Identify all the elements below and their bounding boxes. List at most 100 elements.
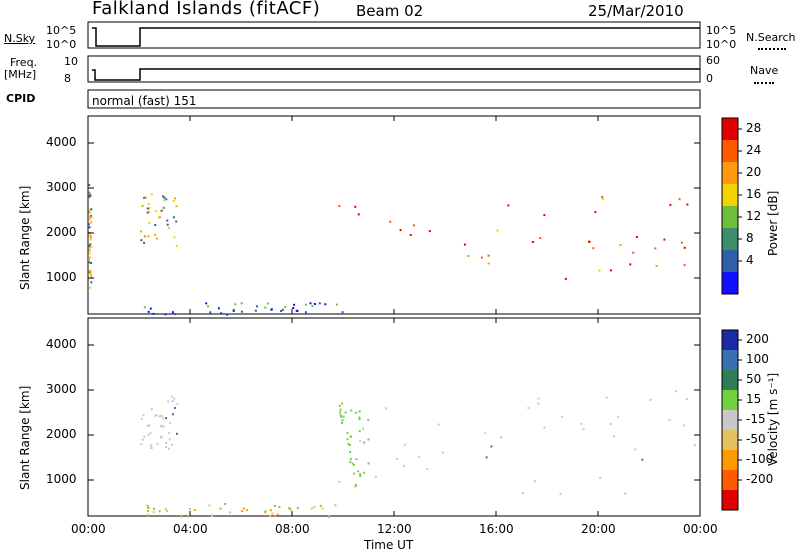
data-point (269, 514, 272, 517)
data-point (88, 249, 91, 252)
data-point (367, 462, 370, 465)
data-point (349, 460, 352, 463)
data-point (683, 246, 686, 249)
data-point (463, 243, 466, 246)
colorbar-swatch (722, 250, 738, 273)
data-point (147, 433, 150, 436)
data-point (90, 215, 93, 218)
colorbar-tick-label: 50 (746, 372, 762, 386)
data-point (211, 514, 214, 517)
data-point (338, 404, 341, 407)
data-point (352, 464, 355, 466)
data-point (280, 310, 282, 313)
data-point (90, 208, 93, 211)
axes (87, 116, 701, 516)
data-point (310, 507, 313, 510)
data-point (403, 443, 406, 446)
data-point (266, 302, 269, 305)
data-point (601, 198, 604, 201)
data-point (159, 216, 161, 219)
data-point (293, 303, 296, 306)
data-point (341, 311, 344, 314)
data-point (219, 507, 222, 510)
colorbar-swatch (722, 184, 738, 207)
data-point (357, 213, 360, 216)
data-point (205, 302, 208, 305)
data-point (160, 414, 163, 417)
colorbar-swatch (722, 330, 738, 351)
data-point (357, 470, 360, 473)
data-point (173, 313, 176, 316)
nsearch-label: N.Search (746, 31, 796, 44)
data-point (334, 504, 337, 507)
data-point (164, 313, 167, 316)
data-point (209, 311, 212, 314)
freq-top-tick: 10 (64, 55, 78, 68)
data-point (655, 265, 658, 267)
data-point (686, 203, 689, 206)
data-point (348, 444, 351, 447)
y-tick-label: 3000 (46, 382, 77, 396)
data-point (582, 428, 585, 431)
cpid-panel (87, 89, 701, 109)
data-point (527, 407, 530, 409)
data-point (143, 435, 146, 438)
colorbar-swatch (722, 430, 738, 451)
data-point (339, 414, 342, 417)
data-point (346, 431, 349, 434)
data-point (363, 471, 365, 474)
data-point (619, 244, 622, 246)
power-colorbar-label: Power [dB] (766, 190, 780, 256)
data-point (154, 233, 157, 236)
velocity-scatter (140, 390, 696, 518)
colorbar-tick-label: 16 (746, 187, 762, 201)
x-tick-label: 20:00 (581, 522, 616, 536)
colorbar-swatch (722, 118, 738, 141)
data-point (278, 505, 281, 508)
data-point (146, 504, 149, 507)
data-point (309, 302, 312, 305)
data-point (276, 513, 279, 516)
data-point (90, 245, 93, 248)
data-point (143, 235, 146, 238)
data-point (341, 422, 343, 424)
data-point (144, 196, 147, 199)
x-axis-label: Time UT (364, 538, 414, 552)
data-point (358, 430, 361, 433)
data-point (321, 507, 324, 510)
data-point (531, 241, 534, 243)
colorbar-swatch (722, 228, 738, 251)
data-point (634, 448, 637, 451)
data-point (340, 416, 343, 418)
data-point (467, 255, 470, 257)
nsearch-legend-line (758, 48, 786, 50)
y-tick-label: 3000 (46, 180, 77, 194)
data-point (349, 451, 352, 453)
x-tick-label: 00:00 (71, 522, 106, 536)
data-point (207, 305, 209, 308)
data-point (668, 419, 671, 421)
data-point (148, 210, 150, 213)
data-point (271, 512, 274, 515)
data-point (354, 205, 357, 208)
data-point (140, 417, 143, 420)
data-point (176, 402, 179, 405)
nsky-top-tick: 10^5 (46, 24, 77, 37)
data-point (152, 312, 155, 315)
data-point (246, 509, 249, 512)
data-point (180, 515, 183, 518)
data-point (174, 197, 176, 200)
data-point (324, 303, 327, 306)
data-point (592, 247, 595, 250)
data-point (481, 256, 483, 259)
colorbar-swatch (722, 272, 738, 295)
data-point (269, 509, 272, 512)
data-point (90, 262, 93, 264)
data-point (90, 221, 93, 224)
data-point (543, 214, 546, 217)
data-point (685, 397, 688, 400)
colorbar-swatch (722, 162, 738, 185)
data-point (264, 306, 267, 309)
data-point (168, 438, 171, 441)
